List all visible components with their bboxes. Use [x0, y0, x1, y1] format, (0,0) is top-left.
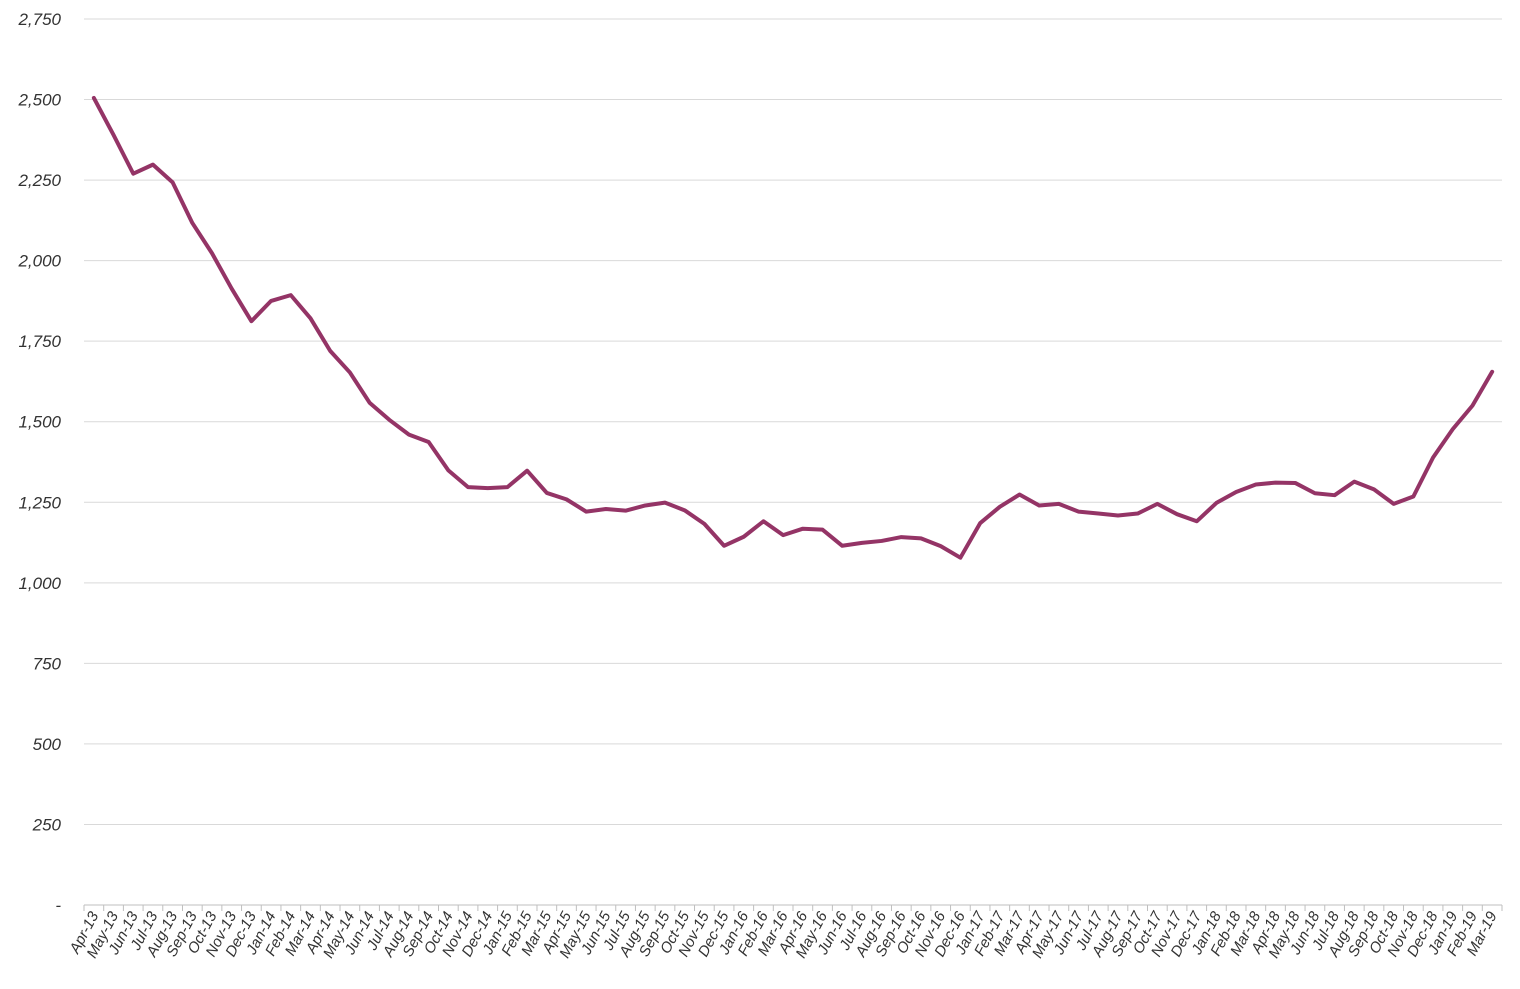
data-point [959, 556, 962, 559]
data-point [309, 317, 312, 320]
x-axis-tick-labels: Apr-13May-13Jun-13Jul-13Aug-13Sep-13Oct-… [66, 908, 1501, 961]
data-point [1451, 427, 1454, 431]
data-point [388, 418, 391, 421]
data-point [1294, 481, 1297, 485]
data-point [289, 293, 292, 297]
data-point [1136, 512, 1139, 515]
data-point [919, 537, 923, 540]
data-point [171, 181, 174, 184]
y-tick-label: 1,000 [18, 574, 61, 593]
data-point [407, 433, 411, 436]
data-point [663, 501, 667, 504]
data-point [683, 509, 686, 512]
data-point [1215, 501, 1218, 505]
y-axis-tick-labels: - 250 500 750 1,000 1,250 1,500 1,750 2,000 2,250… [17, 10, 61, 915]
data-point [841, 544, 844, 547]
data-point [112, 133, 115, 137]
y-tick-label: 2,750 [17, 10, 61, 29]
gridlines [84, 18, 1502, 825]
data-point [466, 485, 470, 489]
data-point [1392, 502, 1395, 506]
data-point [1313, 492, 1317, 495]
data-point [132, 172, 135, 175]
data-point [1471, 404, 1474, 407]
data-point [250, 320, 253, 323]
data-point [762, 520, 765, 523]
y-tick-label: 500 [33, 735, 62, 754]
data-point [860, 541, 864, 545]
data-point [703, 522, 706, 526]
data-point [1057, 502, 1061, 506]
data-point [742, 535, 745, 538]
data-point [1234, 490, 1238, 494]
data-point [880, 539, 883, 543]
data-point [525, 469, 529, 472]
data-point [781, 533, 785, 537]
series-layer [91, 95, 1495, 560]
data-point [1254, 483, 1258, 486]
y-tick-label: 1,500 [18, 413, 61, 432]
y-tick-label: 750 [33, 654, 62, 673]
data-point [191, 221, 194, 225]
data-point [1116, 514, 1120, 517]
data-point [604, 507, 608, 511]
data-point [1412, 495, 1415, 498]
data-point [269, 299, 273, 303]
series-line [91, 95, 1495, 560]
data-point [506, 485, 509, 489]
data-point [1097, 512, 1100, 515]
axes [83, 904, 1503, 911]
data-point [151, 163, 155, 166]
data-point [1333, 493, 1336, 497]
data-point [1077, 510, 1080, 513]
data-point [1037, 504, 1041, 507]
data-point [1195, 520, 1198, 523]
data-point [486, 486, 489, 490]
data-point [565, 498, 568, 501]
data-point [1353, 480, 1356, 483]
data-point [1372, 488, 1376, 491]
data-point [1156, 502, 1159, 506]
data-point [939, 544, 942, 548]
y-tick-label: 1,750 [18, 332, 61, 351]
data-point [1018, 493, 1021, 496]
y-tick-label: 1,250 [18, 493, 61, 512]
data-point [447, 469, 450, 472]
data-point [585, 510, 588, 513]
data-point [545, 491, 549, 495]
data-point [368, 401, 371, 404]
data-point [210, 252, 214, 255]
data-point [801, 527, 805, 530]
y-tick-label: 250 [32, 815, 62, 834]
data-point [821, 528, 824, 531]
y-tick-label: - [55, 896, 61, 915]
data-point [644, 504, 647, 507]
data-point [348, 371, 352, 374]
y-tick-label: 2,000 [17, 252, 61, 271]
data-point [328, 349, 332, 353]
data-point [1175, 512, 1179, 516]
data-point [92, 96, 96, 100]
data-point [1431, 456, 1435, 459]
data-point [978, 522, 982, 525]
y-tick-label: 2,500 [17, 91, 61, 110]
y-tick-label: 2,250 [17, 171, 61, 190]
data-point [1274, 481, 1277, 484]
data-point [230, 287, 233, 290]
data-point [624, 509, 627, 512]
data-point [998, 505, 1001, 508]
data-point [1490, 370, 1494, 373]
data-point [900, 535, 903, 539]
data-point [427, 440, 430, 444]
data-point [722, 544, 726, 547]
